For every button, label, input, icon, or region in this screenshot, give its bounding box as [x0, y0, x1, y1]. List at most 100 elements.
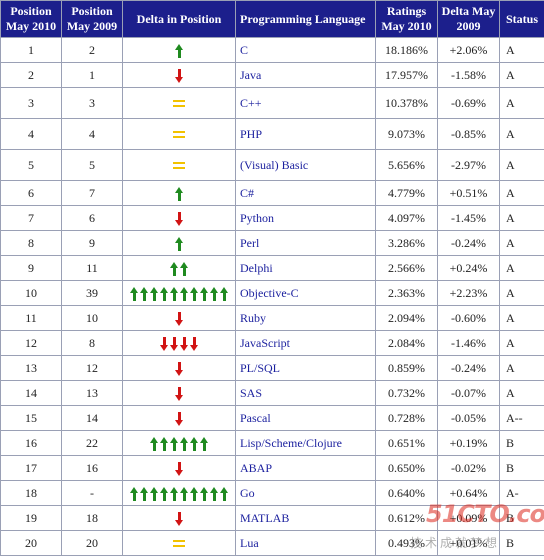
position-2009-cell: 5 [61, 149, 123, 181]
arrow-down-icon [174, 411, 184, 426]
arrow-down-icon [169, 336, 179, 351]
delta-position-cell [122, 330, 236, 356]
equal-icon [173, 100, 185, 108]
status-cell: A [499, 330, 544, 356]
delta-rating-cell: -0.85% [437, 118, 500, 150]
language-cell: C [235, 37, 376, 63]
status-cell: B [499, 530, 544, 556]
arrow-up-icon [219, 486, 229, 501]
table-row: 16 22 Lisp/Scheme/Clojure 0.651% +0.19% B [0, 430, 544, 456]
delta-indicator [159, 336, 199, 351]
delta-indicator [174, 236, 184, 251]
delta-position-cell [122, 280, 236, 306]
delta-indicator [174, 411, 184, 426]
table-row: 15 14 Pascal 0.728% -0.05% A-- [0, 405, 544, 431]
table-row: 17 16 ABAP 0.650% -0.02% B [0, 455, 544, 481]
position-2010-cell: 17 [0, 455, 62, 481]
delta-position-cell [122, 380, 236, 406]
delta-rating-cell: -0.69% [437, 87, 500, 119]
equal-icon [173, 162, 185, 170]
rating-cell: 0.728% [375, 405, 438, 431]
position-2010-cell: 15 [0, 405, 62, 431]
delta-position-cell [122, 530, 236, 556]
header-status: Status [499, 0, 544, 38]
rating-cell: 5.656% [375, 149, 438, 181]
table-row: 18- Go 0.640% +0.64% A- [0, 480, 544, 506]
table-row: 10 39 Objective-C 2.363% +2.23% A [0, 280, 544, 306]
delta-indicator [174, 211, 184, 226]
delta-rating-cell: +0.64% [437, 480, 500, 506]
arrow-up-icon [149, 286, 159, 301]
rating-cell: 2.084% [375, 330, 438, 356]
arrow-up-icon [129, 286, 139, 301]
language-cell: C++ [235, 87, 376, 119]
delta-indicator [149, 436, 209, 451]
language-cell: Ruby [235, 305, 376, 331]
position-2009-cell: 18 [61, 505, 123, 531]
delta-rating-cell: -0.24% [437, 355, 500, 381]
arrow-up-icon [189, 286, 199, 301]
delta-indicator [174, 511, 184, 526]
delta-rating-cell: +0.19% [437, 430, 500, 456]
arrow-down-icon [179, 336, 189, 351]
rating-cell: 0.650% [375, 455, 438, 481]
arrow-up-icon [174, 236, 184, 251]
delta-indicator [174, 311, 184, 326]
status-cell: A [499, 62, 544, 88]
table-row: 1 2 C 18.186% +2.06% A [0, 37, 544, 63]
rating-cell: 9.073% [375, 118, 438, 150]
table-row: 9 11 Delphi 2.566% +0.24% A [0, 255, 544, 281]
header-row: Position May 2010 Position May 2009 Delt… [0, 0, 544, 38]
delta-rating-cell: -2.97% [437, 149, 500, 181]
delta-position-cell [122, 405, 236, 431]
delta-indicator [173, 162, 185, 170]
arrow-up-icon [169, 261, 179, 276]
status-cell: A [499, 37, 544, 63]
position-2010-cell: 3 [0, 87, 62, 119]
status-cell: A [499, 149, 544, 181]
delta-rating-cell: -0.60% [437, 305, 500, 331]
position-2010-cell: 16 [0, 430, 62, 456]
position-2009-cell: 2 [61, 37, 123, 63]
delta-position-cell [122, 230, 236, 256]
language-cell: Lua [235, 530, 376, 556]
position-2010-cell: 18 [0, 480, 62, 506]
delta-indicator [174, 68, 184, 83]
delta-position-cell [122, 505, 236, 531]
position-2010-cell: 11 [0, 305, 62, 331]
status-cell: A [499, 380, 544, 406]
arrow-down-icon [174, 211, 184, 226]
arrow-down-icon [159, 336, 169, 351]
language-cell: Pascal [235, 405, 376, 431]
delta-rating-cell: +0.01% [437, 530, 500, 556]
delta-position-cell [122, 355, 236, 381]
delta-position-cell [122, 118, 236, 150]
position-2009-cell: 39 [61, 280, 123, 306]
position-2010-cell: 12 [0, 330, 62, 356]
position-2010-cell: 20 [0, 530, 62, 556]
status-cell: B [499, 430, 544, 456]
delta-position-cell [122, 430, 236, 456]
arrow-up-icon [199, 286, 209, 301]
arrow-up-icon [149, 436, 159, 451]
status-cell: A [499, 180, 544, 206]
position-2009-cell: - [61, 480, 123, 506]
table-row: 8 9 Perl 3.286% -0.24% A [0, 230, 544, 256]
delta-rating-cell: -1.46% [437, 330, 500, 356]
arrow-up-icon [169, 436, 179, 451]
delta-indicator [173, 131, 185, 139]
arrow-up-icon [189, 436, 199, 451]
language-cell: PL/SQL [235, 355, 376, 381]
delta-indicator [174, 386, 184, 401]
language-cell: (Visual) Basic [235, 149, 376, 181]
equal-icon [173, 131, 185, 139]
delta-position-cell [122, 480, 236, 506]
delta-indicator [174, 461, 184, 476]
arrow-up-icon [149, 486, 159, 501]
arrow-up-icon [169, 286, 179, 301]
delta-indicator [173, 100, 185, 108]
arrow-down-icon [189, 336, 199, 351]
language-cell: ABAP [235, 455, 376, 481]
language-cell: MATLAB [235, 505, 376, 531]
arrow-up-icon [189, 486, 199, 501]
